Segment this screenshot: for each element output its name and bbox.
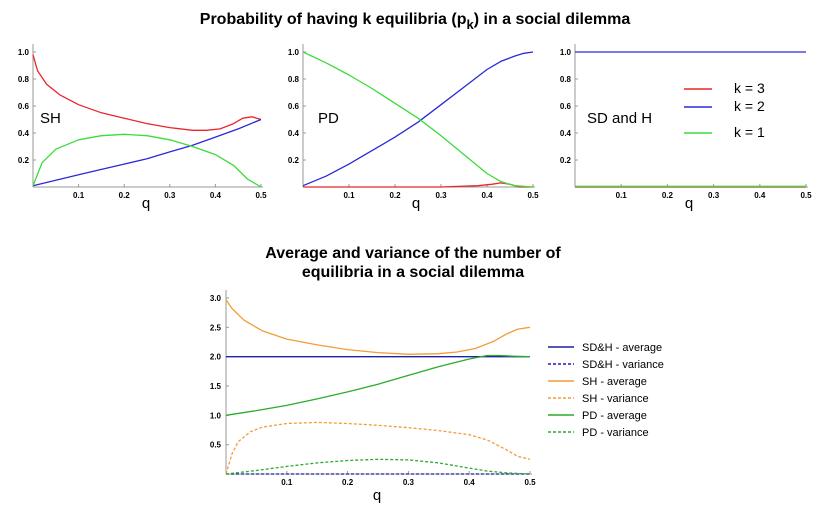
legend-label: k = 3 xyxy=(734,80,765,96)
y-tick-label: 0.6 xyxy=(560,102,572,111)
x-tick-label: 0.3 xyxy=(164,191,176,200)
bottom-title-line2: equilibria in a social dilemma xyxy=(302,264,524,281)
x-tick-label: 0.2 xyxy=(342,478,354,487)
x-tick-label: 0.2 xyxy=(662,191,674,200)
series-line-pd-variance xyxy=(225,458,531,475)
y-tick-label: 0.8 xyxy=(288,75,300,84)
y-tick-label: 0.8 xyxy=(560,75,572,84)
y-tick-label: 0.2 xyxy=(560,156,572,165)
x-tick-label: 0.1 xyxy=(73,191,85,200)
x-axis-label: q xyxy=(142,195,150,212)
series-line-pd-average xyxy=(225,354,531,416)
panel-label: PD xyxy=(318,110,339,127)
legend-label: SH - average xyxy=(582,376,647,388)
y-tick-label: 1.0 xyxy=(210,411,222,420)
y-tick-label: 2.0 xyxy=(210,353,222,362)
chart-sd-and-h: 0.1 0.2 0.3 0.4 0.5 0.2 0.4 0.6 0.8 1.0 q SD and H k… xyxy=(560,44,812,212)
legend-label: PD - average xyxy=(582,410,647,422)
panel-label: SH xyxy=(40,110,61,127)
y-tick-label: 0.8 xyxy=(18,75,30,84)
legend-label: SD&H - average xyxy=(582,342,662,354)
y-tick-label: 1.0 xyxy=(288,48,300,57)
legend-label: k = 1 xyxy=(734,124,765,140)
y-tick-label: 2.5 xyxy=(210,323,222,332)
x-tick-label: 0.1 xyxy=(616,191,628,200)
series-line-k-2 xyxy=(32,118,262,187)
top-title-subscript: k xyxy=(466,17,474,32)
series-line-sh-variance xyxy=(225,421,531,475)
x-axis-label: q xyxy=(412,195,420,212)
y-tick-label: 1.0 xyxy=(18,48,30,57)
x-tick-label: 0.2 xyxy=(119,191,131,200)
x-tick-label: 0.3 xyxy=(435,191,447,200)
y-tick-label: 3.0 xyxy=(210,294,222,303)
chart-average-variance: 0.1 0.2 0.3 0.4 0.5 0.5 1.0 1.5 2.0 2.5 3.0 q SD&H -… xyxy=(210,290,664,504)
x-tick-label: 0.3 xyxy=(403,478,415,487)
panel-label: SD and H xyxy=(587,110,652,127)
series-line-sh-average xyxy=(225,299,531,355)
y-tick-label: 0.6 xyxy=(18,102,30,111)
x-tick-label: 0.3 xyxy=(708,191,720,200)
x-axis-label: q xyxy=(373,487,381,504)
bottom-title-line1: Average and variance of the number of xyxy=(265,245,561,262)
legend-label: SH - variance xyxy=(582,393,649,405)
y-tick-label: 0.2 xyxy=(288,156,300,165)
y-tick-label: 0.6 xyxy=(288,102,300,111)
chart-pd: 0.1 0.2 0.3 0.4 0.5 0.2 0.4 0.6 0.8 1.0 q PD xyxy=(288,44,539,212)
x-tick-label: 0.1 xyxy=(281,478,293,487)
y-tick-label: 0.5 xyxy=(210,441,222,450)
x-tick-label: 0.4 xyxy=(210,191,222,200)
series-line-k-1 xyxy=(32,133,262,188)
x-axis-label: q xyxy=(685,195,693,212)
y-tick-label: 1.0 xyxy=(560,48,572,57)
x-tick-label: 0.5 xyxy=(255,191,267,200)
y-tick-label: 1.5 xyxy=(210,382,222,391)
series-line-k-3 xyxy=(32,54,262,131)
series-line-k-3 xyxy=(303,182,533,188)
legend-label: SD&H - variance xyxy=(582,359,664,371)
x-tick-label: 0.1 xyxy=(343,191,355,200)
y-tick-label: 0.4 xyxy=(288,129,300,138)
x-tick-label: 0.5 xyxy=(524,478,536,487)
series-line-k-2 xyxy=(302,51,534,187)
x-tick-label: 0.5 xyxy=(800,191,812,200)
top-title: Probability of having k equilibria (pk) … xyxy=(200,11,631,32)
x-tick-label: 0.2 xyxy=(389,191,401,200)
legend-label: PD - variance xyxy=(582,427,649,439)
chart-sh: 0.1 0.2 0.3 0.4 0.5 0.2 0.4 0.6 0.8 1.0 q SH xyxy=(18,44,267,212)
x-tick-label: 0.4 xyxy=(481,191,493,200)
series-line-k-1 xyxy=(302,51,534,188)
y-tick-label: 0.4 xyxy=(560,129,572,138)
y-tick-label: 0.2 xyxy=(18,156,30,165)
y-tick-label: 0.4 xyxy=(18,129,30,138)
x-tick-label: 0.4 xyxy=(754,191,766,200)
legend-label: k = 2 xyxy=(734,98,765,114)
x-tick-label: 0.4 xyxy=(464,478,476,487)
x-tick-label: 0.5 xyxy=(527,191,539,200)
